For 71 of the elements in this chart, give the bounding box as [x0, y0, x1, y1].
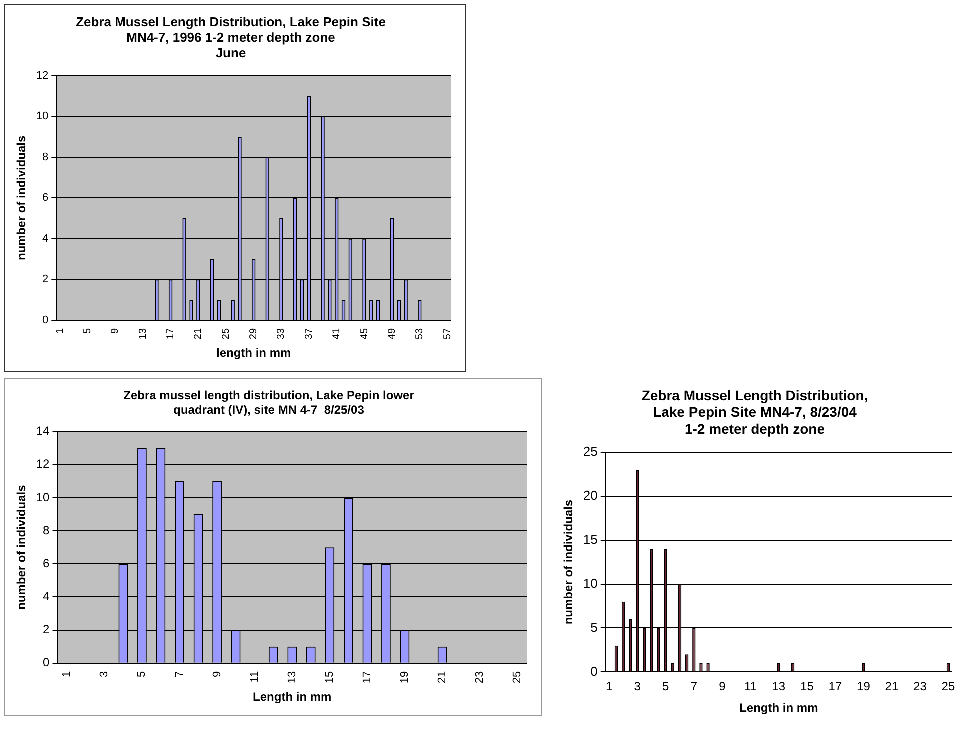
y-tick-label: 6: [42, 192, 49, 204]
x-tick-label: 23: [914, 680, 928, 694]
x-axis-title: Length in mm: [253, 690, 332, 704]
x-tick-label: 1: [61, 671, 74, 678]
y-tick-label: 14: [36, 424, 50, 438]
chart-title: Zebra mussel length distribution, Lake Pepin lower quadrant (IV), site MN 4-7 8/25/03: [124, 388, 415, 417]
x-tick-label: 53: [414, 328, 426, 340]
x-tick-label: 9: [110, 328, 122, 334]
x-tick-label: 1: [54, 328, 66, 334]
x-tick-label: 33: [276, 328, 288, 340]
x-tick-label: 7: [690, 680, 698, 694]
x-tick-label: 13: [772, 680, 786, 694]
x-tick-label: 5: [662, 680, 670, 694]
x-tick-label: 13: [286, 671, 298, 684]
x-tick-label: 19: [399, 671, 412, 684]
y-tick-label: 10: [36, 490, 50, 504]
y-tick-label: 4: [43, 590, 50, 604]
x-tick-label: 45: [359, 328, 370, 340]
y-tick-label: 20: [583, 488, 598, 503]
y-tick-label: 2: [43, 622, 50, 637]
x-tick-label: 57: [442, 328, 454, 340]
x-tick-label: 15: [324, 671, 336, 684]
y-tick-label: 8: [42, 151, 49, 164]
y-tick-label: 0: [43, 656, 50, 670]
y-tick-label: 12: [36, 70, 49, 82]
x-tick-label: 25: [512, 671, 524, 684]
y-tick-label: 12: [36, 457, 50, 472]
x-tick-label: 11: [744, 680, 758, 694]
x-tick-label: 17: [828, 680, 842, 694]
x-tick-label: 1: [606, 680, 614, 694]
x-tick-label: 9: [211, 671, 224, 678]
x-tick-label: 5: [82, 328, 94, 334]
x-axis-title: length in mm: [216, 346, 292, 360]
x-axis-title: Length in mm: [740, 701, 818, 716]
y-axis-title: number of individuals: [562, 500, 576, 625]
x-tick-label: 21: [436, 671, 449, 684]
x-tick-label: 7: [174, 671, 186, 678]
y-tick-label: 15: [583, 532, 598, 547]
y-tick-label: 6: [43, 556, 50, 570]
y-axis-title: number of individuals: [14, 484, 29, 610]
x-tick-label: 13: [138, 328, 149, 340]
y-tick-label: 5: [590, 620, 598, 635]
x-tick-label: 37: [304, 328, 315, 340]
x-tick-label: 17: [166, 328, 177, 340]
y-tick-label: 10: [36, 110, 49, 123]
chart-title: Zebra Mussel Length Distribution, Lake Pepin Site MN4-7, 1996 1-2 meter depth zone June: [76, 14, 386, 61]
x-tick-label: 17: [361, 671, 374, 684]
y-tick-label: 0: [590, 664, 598, 679]
x-tick-label: 5: [136, 671, 148, 678]
x-tick-label: 9: [719, 680, 726, 694]
x-tick-label: 29: [248, 328, 260, 340]
x-tick-label: 21: [885, 680, 899, 694]
y-tick-label: 10: [583, 576, 598, 591]
y-tick-label: 4: [42, 232, 49, 245]
x-tick-label: 25: [220, 328, 232, 340]
x-tick-label: 19: [857, 680, 871, 694]
x-tick-label: 41: [332, 328, 343, 340]
x-tick-label: 15: [800, 680, 814, 694]
x-tick-label: 3: [98, 671, 111, 678]
y-tick-label: 8: [43, 523, 50, 538]
y-tick-label: 2: [42, 274, 49, 286]
x-tick-label: 49: [386, 328, 398, 340]
x-tick-label: 25: [942, 680, 956, 694]
chart-title: Zebra Mussel Length Distribution, Lake Pepin Site MN4-7, 8/23/04 1-2 meter depth zone: [642, 387, 868, 437]
x-tick-label: 3: [634, 680, 642, 694]
y-tick-label: 0: [42, 314, 49, 327]
y-axis-title: number of individuals: [14, 135, 29, 260]
x-tick-label: 23: [474, 671, 486, 684]
x-tick-label: 21: [193, 328, 204, 340]
x-tick-label: 11: [248, 671, 261, 683]
y-tick-label: 25: [583, 444, 598, 459]
